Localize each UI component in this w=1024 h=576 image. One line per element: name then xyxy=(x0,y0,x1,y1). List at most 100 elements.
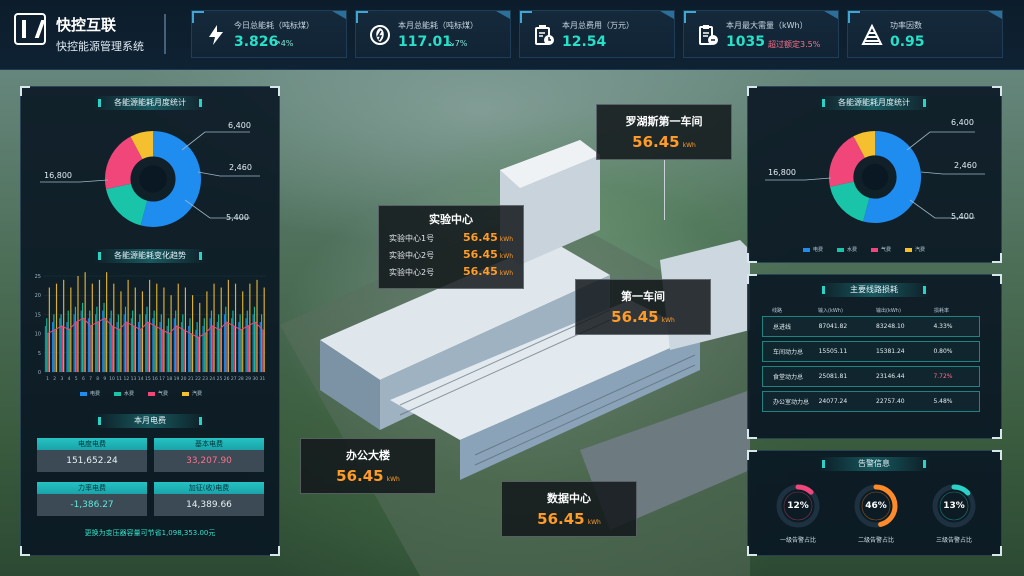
bar-汽费-12[interactable] xyxy=(127,279,129,372)
bar-气费-4[interactable] xyxy=(68,329,71,372)
callout-workshop-1[interactable]: 第一车间 56.45 kWh xyxy=(575,279,711,335)
table-row[interactable]: 办公室动力总 24077.24 22757.40 5.48% xyxy=(762,391,980,412)
bar-水费-17[interactable] xyxy=(160,314,162,372)
bar-汽费-19[interactable] xyxy=(177,283,179,372)
bar-气费-11[interactable] xyxy=(119,329,121,372)
bar-水费-3[interactable] xyxy=(60,314,62,372)
bar-水费-14[interactable] xyxy=(139,314,141,372)
bar-汽费-25[interactable] xyxy=(220,287,222,372)
bar-电费-12[interactable] xyxy=(123,314,125,372)
bar-气费-2[interactable] xyxy=(54,329,56,372)
bar-汽费-31[interactable] xyxy=(263,287,265,372)
bar-电费-30[interactable] xyxy=(252,314,254,372)
bar-汽费-13[interactable] xyxy=(134,287,136,372)
bar-汽费-6[interactable] xyxy=(84,272,86,372)
bar-水费-20[interactable] xyxy=(182,314,184,372)
bar-气费-15[interactable] xyxy=(147,322,149,372)
bar-电费-21[interactable] xyxy=(188,325,190,372)
bar-气费-1[interactable] xyxy=(47,333,49,372)
bar-汽费-22[interactable] xyxy=(199,302,201,372)
bar-汽费-21[interactable] xyxy=(191,295,194,372)
bar-水费-10[interactable] xyxy=(110,310,112,372)
bar-气费-9[interactable] xyxy=(104,318,106,372)
bar-气费-27[interactable] xyxy=(233,325,235,372)
bar-电费-15[interactable] xyxy=(145,314,147,372)
bar-气费-26[interactable] xyxy=(226,322,228,372)
bar-水费-7[interactable] xyxy=(89,310,91,372)
bar-水费-22[interactable] xyxy=(196,322,198,372)
donut-slice-气费[interactable] xyxy=(828,130,922,224)
bar-电费-10[interactable] xyxy=(109,318,111,372)
bar-水费-9[interactable] xyxy=(103,302,105,372)
bar-水费-11[interactable] xyxy=(117,314,119,372)
table-row[interactable]: 食堂动力总 25081.81 23146.44 7.72% xyxy=(762,366,980,387)
bar-气费-17[interactable] xyxy=(162,329,164,372)
kpi-card-max-demand[interactable]: 本月最大需量（kWh） 1035 超过额定3.5% xyxy=(683,10,839,58)
bar-气费-6[interactable] xyxy=(83,318,85,372)
bar-电费-27[interactable] xyxy=(231,318,233,372)
bar-气费-3[interactable] xyxy=(61,325,63,372)
bar-电费-6[interactable] xyxy=(80,310,82,372)
bar-气费-31[interactable] xyxy=(262,329,264,372)
bar-气费-19[interactable] xyxy=(176,325,178,372)
bar-水费-29[interactable] xyxy=(246,310,248,372)
bar-汽费-29[interactable] xyxy=(249,283,251,372)
bar-水费-26[interactable] xyxy=(225,306,227,372)
bar-电费-16[interactable] xyxy=(152,318,154,372)
bar-气费-28[interactable] xyxy=(240,329,242,372)
bar-汽费-24[interactable] xyxy=(213,283,215,372)
bar-汽费-11[interactable] xyxy=(120,291,122,372)
bar-电费-4[interactable] xyxy=(66,322,68,372)
bar-电费-25[interactable] xyxy=(216,322,218,372)
bar-汽费-28[interactable] xyxy=(242,291,244,372)
bar-气费-12[interactable] xyxy=(126,322,128,372)
kpi-card-month-cost[interactable]: 本月总费用（万元） 12.54 xyxy=(519,10,675,58)
bar-电费-28[interactable] xyxy=(238,322,240,372)
callout-data-center[interactable]: 数据中心 56.45 kWh xyxy=(501,481,637,537)
alarm-ring-level1[interactable] xyxy=(774,482,822,530)
bar-汽费-3[interactable] xyxy=(63,279,65,372)
bar-电费-31[interactable] xyxy=(259,322,261,372)
bar-电费-1[interactable] xyxy=(44,325,47,372)
bar-汽费-2[interactable] xyxy=(55,283,58,372)
bar-水费-24[interactable] xyxy=(210,310,213,372)
bar-气费-14[interactable] xyxy=(140,329,142,372)
bar-汽费-14[interactable] xyxy=(141,291,144,372)
bar-水费-16[interactable] xyxy=(153,310,155,372)
bar-气费-30[interactable] xyxy=(255,322,257,372)
bill-card-basic[interactable]: 基本电费 33,207.90 xyxy=(154,438,264,474)
bar-汽费-17[interactable] xyxy=(163,287,165,372)
bar-电费-9[interactable] xyxy=(102,310,104,372)
bar-电费-22[interactable] xyxy=(195,329,197,372)
bar-电费-14[interactable] xyxy=(137,322,140,372)
bar-电费-7[interactable] xyxy=(87,318,89,372)
bar-汽费-5[interactable] xyxy=(77,276,79,372)
bar-汽费-18[interactable] xyxy=(170,295,172,372)
bar-汽费-4[interactable] xyxy=(70,287,72,372)
bill-card-energy[interactable]: 电度电费 151,652.24 xyxy=(37,438,147,474)
bar-汽费-30[interactable] xyxy=(256,279,258,372)
bar-气费-23[interactable] xyxy=(205,333,207,372)
donut-slice-汽费[interactable] xyxy=(104,130,202,228)
bar-水费-4[interactable] xyxy=(67,310,69,372)
bar-水费-5[interactable] xyxy=(74,306,76,372)
alarm-ring-level2[interactable] xyxy=(852,482,900,530)
bar-气费-20[interactable] xyxy=(183,329,185,372)
bar-电费-3[interactable] xyxy=(59,318,61,372)
bar-电费-2[interactable] xyxy=(52,322,54,372)
kpi-card-month-energy[interactable]: 本月总能耗（吨标煤） 117.01 ↘7% xyxy=(355,10,511,58)
bar-水费-8[interactable] xyxy=(96,306,98,372)
bar-气费-21[interactable] xyxy=(190,333,192,372)
bar-电费-20[interactable] xyxy=(180,322,183,372)
callout-office-building[interactable]: 办公大楼 56.45 kWh xyxy=(300,438,436,494)
bar-汽费-10[interactable] xyxy=(113,283,115,372)
donut-slice-汽费[interactable] xyxy=(828,130,922,224)
bar-水费-31[interactable] xyxy=(261,314,263,372)
kpi-card-today-energy[interactable]: 今日总能耗（吨标煤） 3.826 ↗4% xyxy=(191,10,347,58)
bar-水费-15[interactable] xyxy=(146,306,148,372)
bar-电费-8[interactable] xyxy=(94,314,97,372)
bar-水费-12[interactable] xyxy=(124,306,127,372)
bar-汽费-20[interactable] xyxy=(184,287,187,372)
bar-电费-23[interactable] xyxy=(202,325,204,372)
bar-水费-1[interactable] xyxy=(46,318,48,372)
